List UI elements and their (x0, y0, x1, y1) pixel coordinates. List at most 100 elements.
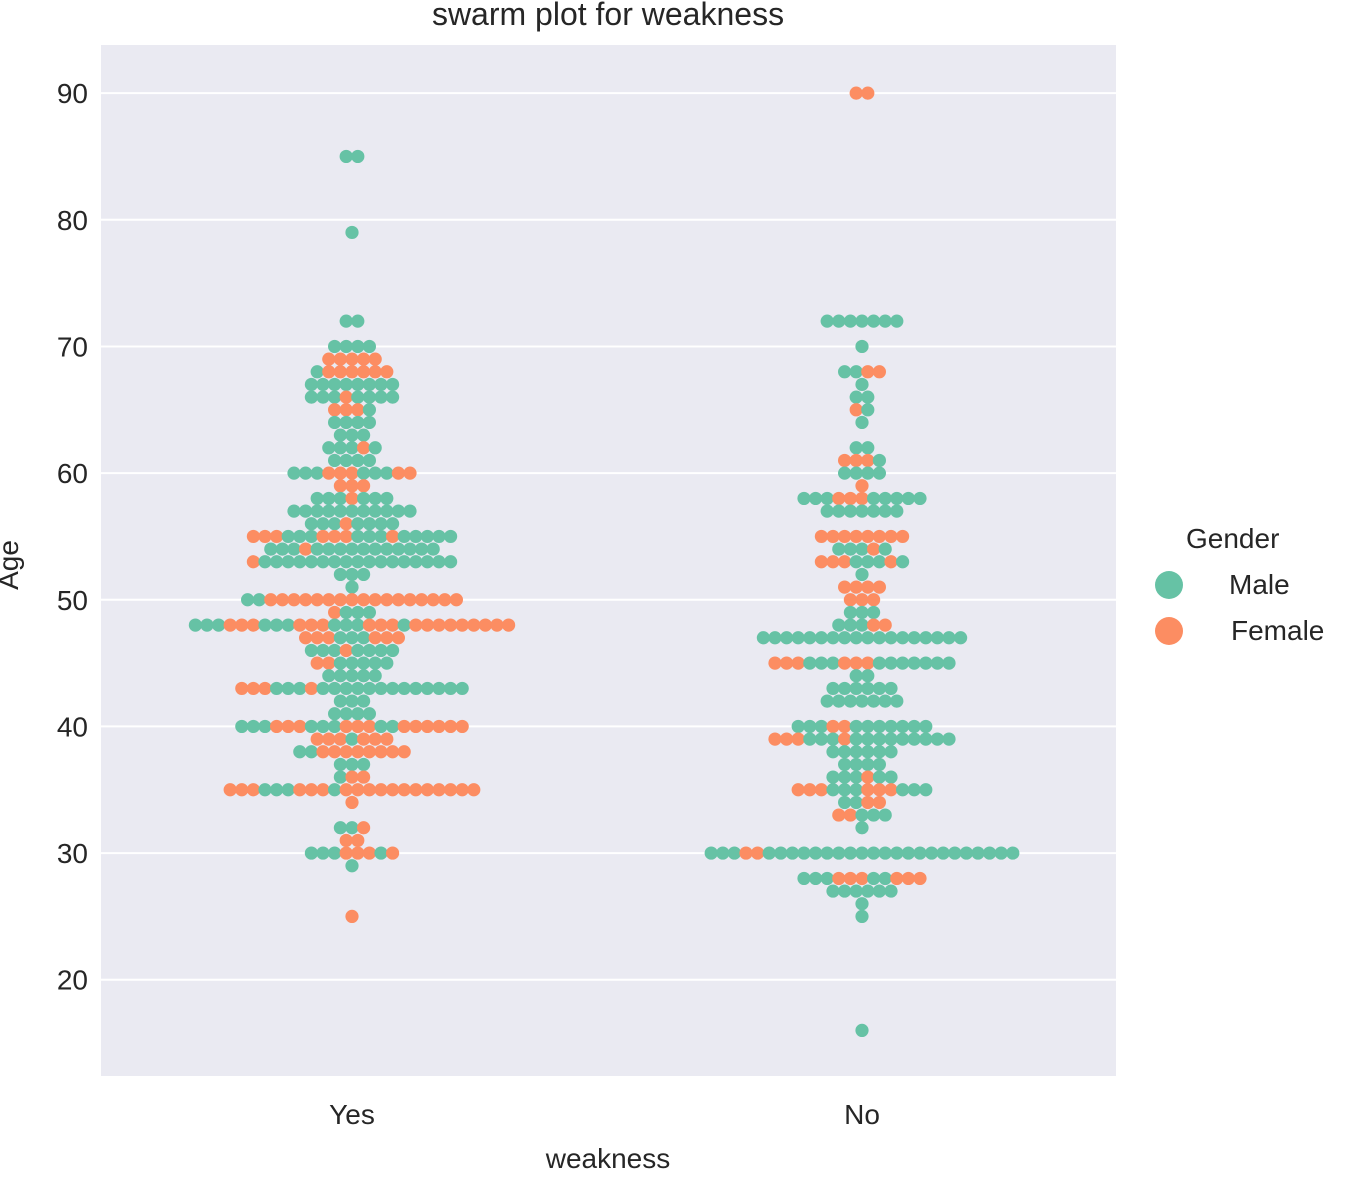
point-yes-female (374, 618, 388, 632)
point-yes-male (368, 656, 382, 670)
point-no-male (896, 783, 910, 797)
point-yes-male (362, 377, 376, 392)
point-no-female (838, 580, 852, 594)
point-no-male (896, 555, 910, 569)
point-yes-female (455, 719, 469, 734)
point-no-male (843, 694, 858, 708)
point-no-male (826, 681, 840, 696)
point-yes-male (357, 466, 371, 480)
point-no-male (762, 846, 776, 860)
point-no-male (890, 846, 904, 860)
point-no-female (855, 491, 869, 506)
point-no-female (814, 555, 829, 569)
point-yes-female (270, 529, 284, 544)
point-no-male (907, 732, 921, 746)
point-no-female (768, 656, 782, 670)
point-yes-male (328, 415, 342, 430)
point-yes-male (397, 529, 411, 544)
point-yes-male (246, 719, 260, 734)
point-yes-female (415, 593, 429, 607)
point-yes-female (432, 719, 446, 734)
point-yes-male (328, 783, 342, 797)
point-no-male (884, 770, 898, 784)
point-yes-male (415, 542, 429, 556)
point-yes-male (357, 491, 371, 506)
y-tick-label: 40 (57, 711, 88, 742)
point-yes-female (333, 466, 347, 480)
point-yes-female (420, 719, 434, 734)
point-no-male (838, 745, 852, 759)
point-yes-male (368, 504, 382, 518)
point-yes-male (333, 491, 347, 506)
point-yes-male (264, 542, 278, 556)
point-no-female (849, 86, 863, 100)
point-yes-female (299, 631, 313, 645)
point-yes-female (339, 783, 353, 797)
point-no-male (855, 897, 869, 911)
point-no-male (849, 719, 863, 734)
point-no-male (919, 783, 933, 797)
point-yes-male (351, 517, 365, 531)
point-yes-male (357, 656, 371, 670)
point-yes-female (246, 529, 260, 544)
point-yes-male (304, 555, 318, 569)
point-yes-male (345, 859, 359, 873)
point-no-male (855, 542, 869, 556)
point-yes-male (362, 707, 376, 721)
point-yes-male (380, 466, 394, 480)
point-yes-male (374, 517, 388, 531)
point-yes-female (386, 846, 400, 860)
point-yes-male (357, 567, 371, 582)
point-yes-male (351, 453, 365, 468)
point-no-male (867, 846, 881, 860)
point-yes-male (310, 365, 324, 379)
point-yes-male (328, 846, 342, 860)
point-yes-female (333, 593, 347, 607)
point-yes-male (409, 529, 423, 544)
point-yes-female (333, 365, 347, 379)
point-yes-female (322, 631, 336, 645)
point-no-female (855, 479, 869, 493)
point-yes-male (316, 719, 330, 734)
point-yes-male (391, 542, 405, 556)
point-yes-male (270, 618, 284, 632)
point-yes-male (351, 643, 365, 658)
point-yes-female (374, 783, 388, 797)
point-no-male (820, 846, 834, 860)
point-no-male (913, 846, 927, 860)
point-yes-male (432, 681, 446, 696)
point-yes-male (345, 542, 359, 556)
point-yes-male (333, 504, 347, 518)
point-no-male (861, 631, 875, 645)
point-no-female (780, 656, 794, 670)
point-no-male (1006, 846, 1020, 860)
point-no-male (867, 605, 881, 620)
point-yes-male (328, 555, 342, 569)
point-no-male (843, 314, 858, 328)
point-yes-female (333, 352, 347, 366)
point-no-male (942, 631, 956, 645)
point-yes-female (403, 593, 417, 607)
point-yes-female (362, 846, 376, 860)
x-tick-label-yes: Yes (329, 1099, 375, 1130)
point-no-male (884, 884, 898, 898)
point-yes-female (397, 719, 411, 734)
point-no-male (867, 504, 881, 518)
point-yes-female (281, 719, 295, 734)
point-yes-male (299, 504, 313, 518)
point-yes-male (345, 821, 359, 835)
point-no-male (861, 403, 875, 417)
point-no-female (826, 555, 840, 569)
x-axis-label: weakness (545, 1143, 671, 1174)
point-no-male (855, 567, 869, 582)
point-yes-male (287, 542, 301, 556)
point-no-male (849, 770, 863, 784)
y-axis-label: Age (0, 540, 24, 590)
point-yes-female (322, 466, 336, 480)
point-yes-male (386, 681, 400, 696)
point-no-female (861, 365, 875, 379)
point-no-male (832, 542, 846, 556)
point-yes-female (357, 732, 371, 746)
y-tick-label: 90 (57, 78, 88, 109)
point-yes-female (322, 365, 336, 379)
